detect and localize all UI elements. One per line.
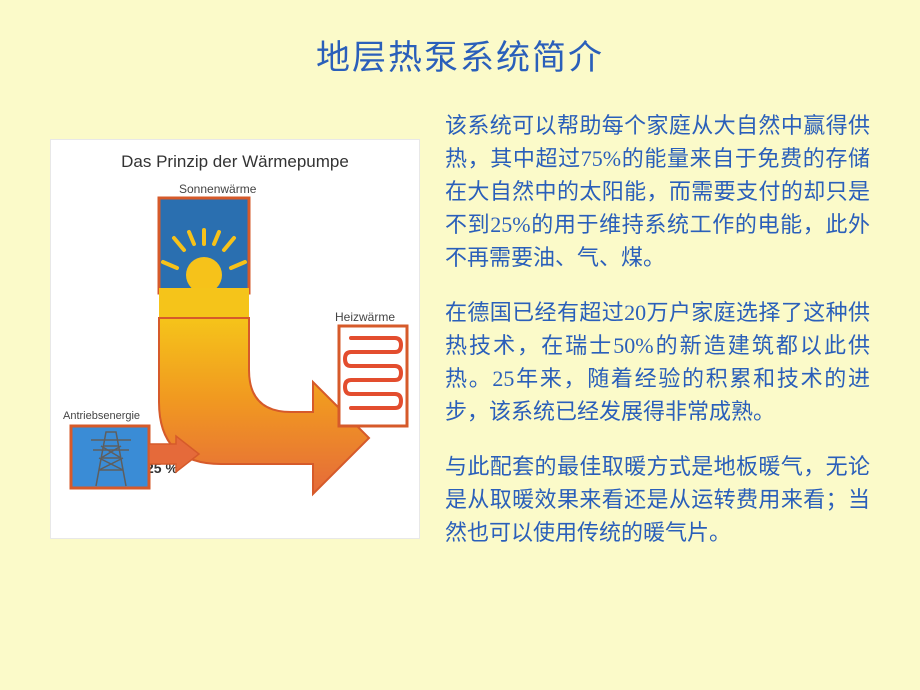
paragraph-3: 与此配套的最佳取暖方式是地板暖气，无论是从取暖效果来看还是从运转费用来看；当然也… — [445, 450, 870, 549]
content-row: Das Prinzip der Wärmepumpe Sonnenwärme H… — [50, 109, 870, 571]
paragraph-2: 在德国已经有超过20万户家庭选择了这种供热技术，在瑞士50%的新造建筑都以此供热… — [445, 296, 870, 428]
page-title: 地层热泵系统简介 — [50, 30, 870, 79]
heat-output-box — [339, 326, 407, 426]
solar-percentage-band — [159, 288, 249, 318]
drive-energy-box — [71, 426, 149, 488]
diagram-svg — [51, 140, 421, 540]
heat-pump-diagram: Das Prinzip der Wärmepumpe Sonnenwärme H… — [50, 139, 420, 571]
text-column: 该系统可以帮助每个家庭从大自然中赢得供热，其中超过75%的能量来自于免费的存储在… — [445, 109, 870, 571]
paragraph-1: 该系统可以帮助每个家庭从大自然中赢得供热，其中超过75%的能量来自于免费的存储在… — [445, 109, 870, 274]
diagram-box: Das Prinzip der Wärmepumpe Sonnenwärme H… — [50, 139, 420, 539]
slide: 地层热泵系统简介 Das Prinzip der Wärmepumpe Sonn… — [0, 0, 920, 690]
